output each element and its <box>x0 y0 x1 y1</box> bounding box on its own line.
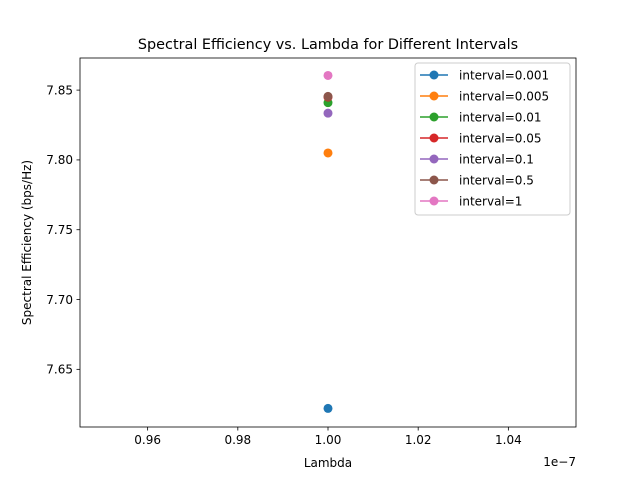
plot-frame <box>79 57 577 428</box>
y-tick-label: 7.65 <box>46 363 73 377</box>
legend-marker <box>429 154 439 164</box>
legend-label: interval=1 <box>459 194 522 208</box>
legend-label: interval=0.001 <box>459 68 549 82</box>
legend-marker <box>429 133 439 143</box>
legend-label: interval=0.05 <box>459 131 542 145</box>
data-points <box>323 70 333 413</box>
chart-title: Spectral Efficiency vs. Lambda for Diffe… <box>138 37 518 53</box>
legend-marker <box>429 70 439 80</box>
legend-label: interval=0.1 <box>459 152 534 166</box>
legend-frame <box>414 62 571 216</box>
x-tick-label: 0.96 <box>134 433 161 447</box>
point-interval-1 <box>323 70 333 80</box>
legend-label: interval=0.01 <box>459 110 542 124</box>
x-tick-label: 0.98 <box>224 433 251 447</box>
x-tick-label: 1.00 <box>315 433 342 447</box>
legend: interval=0.001 interval=0.005 interval=0.0… <box>414 62 571 216</box>
x-tick-label: 1.04 <box>495 433 522 447</box>
x-axis-ticks: 0.96 0.98 1.00 1.02 1.04 <box>134 427 522 447</box>
y-axis-ticks: 7.65 7.70 7.75 7.80 7.85 <box>46 83 80 377</box>
legend-marker <box>429 91 439 101</box>
y-tick-label: 7.80 <box>46 153 73 167</box>
y-tick-label: 7.85 <box>46 83 73 97</box>
legend-label: interval=0.5 <box>459 173 534 187</box>
point-interval-0-005 <box>323 148 333 158</box>
point-interval-0-001 <box>323 403 333 413</box>
legend-marker <box>429 175 439 185</box>
y-tick-label: 7.70 <box>46 293 73 307</box>
legend-marker <box>429 196 439 206</box>
x-axis-label: Lambda <box>304 456 352 470</box>
y-tick-label: 7.75 <box>46 223 73 237</box>
x-tick-label: 1.02 <box>405 433 432 447</box>
x-axis-offset-label: 1e−7 <box>543 455 576 469</box>
legend-marker <box>429 112 439 122</box>
point-interval-0-5 <box>323 91 333 101</box>
y-axis-label: Spectral Efficiency (bps/Hz) <box>20 160 34 325</box>
point-interval-0-1 <box>323 108 333 118</box>
legend-label: interval=0.005 <box>459 89 549 103</box>
